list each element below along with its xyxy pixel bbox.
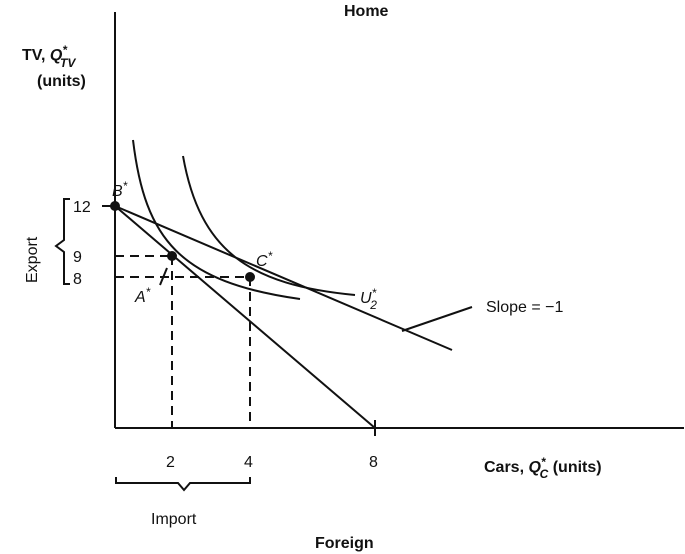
x-tick-label-8: 8 [369,454,378,471]
label-a-star: A* [134,285,151,306]
point-c-star [245,272,255,282]
export-label: Export [24,236,41,283]
y-tick-label-9: 9 [73,249,82,266]
slope-label: Slope = −1 [486,299,564,316]
point-a-star [167,251,177,261]
slope-pointer [401,306,473,332]
price-line-steep [114,205,376,429]
point-b-star [110,201,120,211]
label-c-star: C* [256,249,273,270]
indifference-curve-lower [132,139,301,300]
foreign-title: Foreign [315,535,374,552]
label-u2-star: U* 2 [360,286,377,312]
a-star-pointer [159,267,168,286]
import-label: Import [151,511,197,528]
price-line-flat [114,205,453,351]
y-axis-units: (units) [37,73,86,90]
indifference-curve-upper [182,155,356,296]
y-tick-label-8: 8 [73,271,82,288]
x-tick-label-2: 2 [166,454,175,471]
import-brace [115,477,251,492]
x-tick-label-4: 4 [244,454,253,471]
y-tick-label-12: 12 [73,199,91,216]
x-axis-label: Cars, Q* C (units) [484,455,602,481]
y-axis-label: TV, Q* TV [22,43,76,70]
export-brace [54,198,70,285]
home-title: Home [344,3,389,20]
label-b-star: B* [112,179,128,200]
